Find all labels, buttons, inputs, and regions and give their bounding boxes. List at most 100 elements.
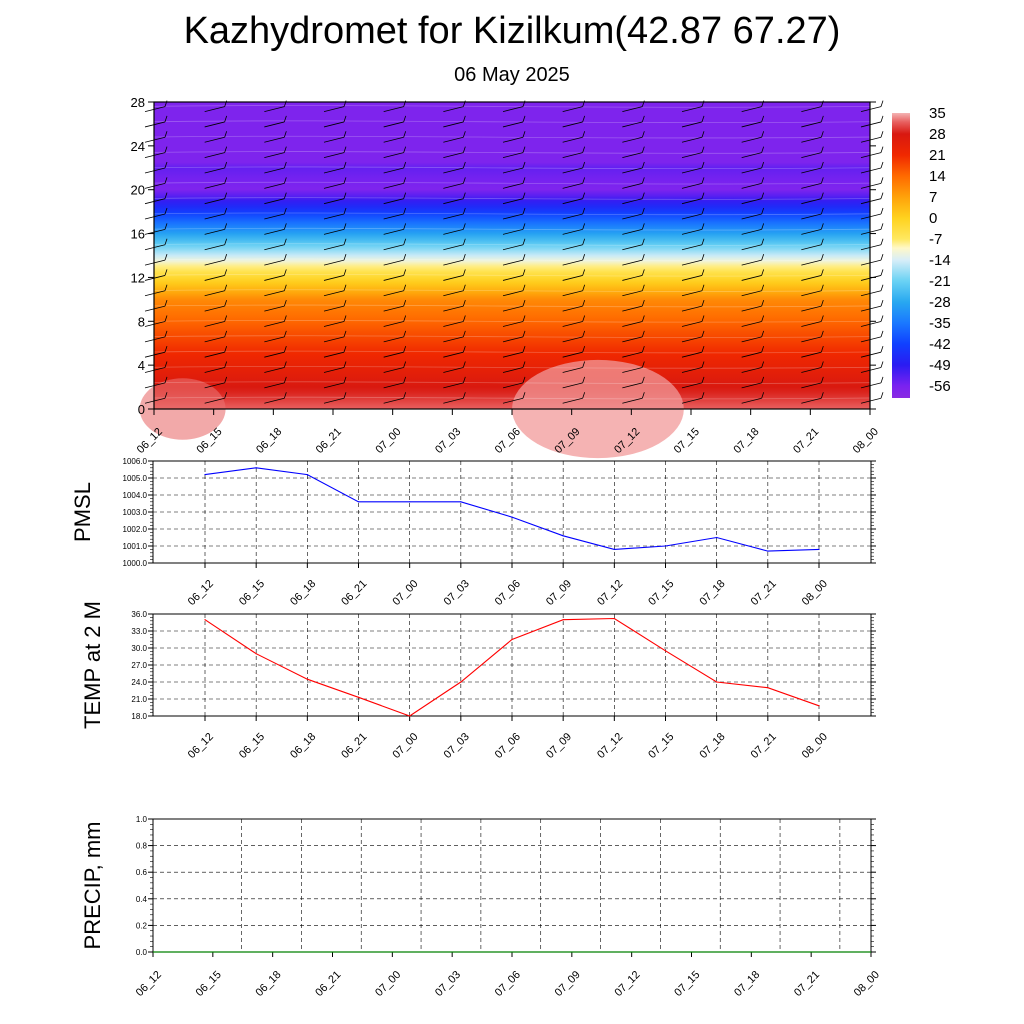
wind-barb — [144, 321, 166, 327]
wind-barb — [860, 182, 882, 189]
wind-barb — [860, 121, 882, 128]
temp-point — [255, 653, 257, 655]
wind-barb-feather — [880, 100, 884, 107]
wind-barb — [860, 351, 882, 358]
wind-barb-feather — [522, 269, 526, 276]
wind-barb — [681, 397, 703, 404]
temp-point — [511, 638, 513, 641]
pmsl-point — [204, 474, 206, 476]
wind-barb — [144, 136, 166, 143]
wind-barb-feather — [701, 177, 705, 184]
wind-barb-feather — [522, 300, 526, 307]
wind-barb-feather — [761, 192, 765, 199]
colorbar-label: 7 — [929, 189, 937, 206]
wind-barb — [443, 382, 464, 389]
wind-barb-feather — [522, 392, 526, 399]
wind-barb-feather — [701, 238, 705, 245]
wind-barb — [801, 259, 822, 266]
wind-barb — [443, 305, 464, 312]
wind-barb-feather — [701, 146, 705, 153]
wind-barb-feather — [820, 361, 824, 368]
wind-barb — [801, 228, 822, 235]
contour-line — [153, 243, 871, 246]
x-tick-label: 07_03 — [442, 578, 472, 608]
wind-barb — [741, 152, 762, 159]
wind-barb-feather — [343, 177, 347, 184]
wind-barb-feather — [283, 330, 287, 337]
x-tick-label: 07_06 — [493, 731, 523, 761]
wind-barb-feather — [761, 284, 765, 291]
wind-barb-feather — [522, 177, 526, 184]
wind-barb-feather — [820, 284, 824, 291]
wind-barb-feather — [641, 300, 645, 307]
wind-barb-feather — [462, 192, 466, 199]
x-tick-label: 06_12 — [186, 578, 216, 608]
wind-barb-feather — [164, 330, 168, 337]
wind-barb-feather — [522, 346, 526, 353]
wind-barb — [144, 182, 166, 189]
x-tick-label: 07_09 — [544, 578, 574, 608]
x-tick-label: 07_00 — [373, 969, 403, 999]
wind-barb-feather — [761, 131, 765, 138]
contour-line — [153, 320, 871, 323]
wind-barb — [443, 336, 464, 343]
wind-barb — [204, 167, 225, 174]
wind-barb-feather — [224, 177, 228, 184]
contour-line — [153, 258, 871, 262]
wind-barb-feather — [641, 253, 645, 261]
wind-barb — [144, 213, 166, 220]
wind-barb-feather — [701, 346, 705, 353]
wind-barb-feather — [701, 161, 705, 169]
wind-barb-feather — [701, 207, 705, 215]
wind-barb-feather — [224, 315, 228, 322]
wind-barb — [204, 152, 225, 159]
wind-barb — [144, 259, 166, 266]
wind-barb-feather — [403, 269, 407, 276]
x-tick-label: 07_18 — [697, 731, 727, 761]
y-tick-label: 1.0 — [136, 815, 148, 824]
wind-barb — [622, 351, 643, 358]
x-tick-label: 06_15 — [237, 578, 267, 608]
temp-point — [664, 650, 667, 652]
x-tick-label: 07_18 — [731, 426, 761, 456]
wind-barb-feather — [343, 161, 347, 169]
wind-barb-feather — [641, 284, 645, 291]
contour-line — [153, 105, 871, 108]
pmsl-ylabel: PMSL — [70, 482, 95, 542]
y-tick-label: 24.0 — [131, 678, 147, 687]
wind-barb-feather — [283, 161, 287, 169]
contour-line — [153, 350, 871, 354]
y-tick-label: 0 — [138, 402, 145, 417]
wind-barb — [801, 106, 822, 112]
wind-barb — [562, 136, 583, 143]
colorbar-label: -7 — [929, 231, 942, 248]
y-tick-label: 4 — [138, 358, 145, 373]
wind-barb-feather — [820, 330, 824, 337]
pmsl-point — [306, 474, 308, 476]
wind-barb — [622, 305, 643, 312]
pmsl-point — [255, 467, 257, 469]
wind-barb — [264, 244, 285, 251]
wind-barb-feather — [462, 346, 466, 353]
wind-barb — [144, 121, 166, 128]
wind-barb — [383, 259, 404, 266]
wind-barb-feather — [164, 300, 168, 307]
wind-barb-feather — [761, 346, 765, 353]
wind-barb — [860, 397, 882, 404]
wind-barb-feather — [283, 192, 287, 199]
wind-barb — [622, 121, 643, 128]
wind-barb-feather — [343, 207, 347, 215]
wind-barb-feather — [224, 392, 228, 399]
wind-barb-feather — [343, 361, 347, 368]
wind-barb-feather — [343, 300, 347, 307]
wind-barb-feather — [582, 115, 586, 123]
wind-barb — [681, 275, 703, 281]
wind-barb — [681, 290, 703, 297]
wind-barb-feather — [582, 146, 586, 153]
wind-barb-feather — [582, 315, 586, 322]
wind-barb — [801, 336, 822, 343]
wind-barb — [383, 290, 404, 297]
wind-barb — [144, 305, 166, 312]
wind-barb — [622, 321, 643, 327]
wind-barb-feather — [224, 115, 228, 123]
